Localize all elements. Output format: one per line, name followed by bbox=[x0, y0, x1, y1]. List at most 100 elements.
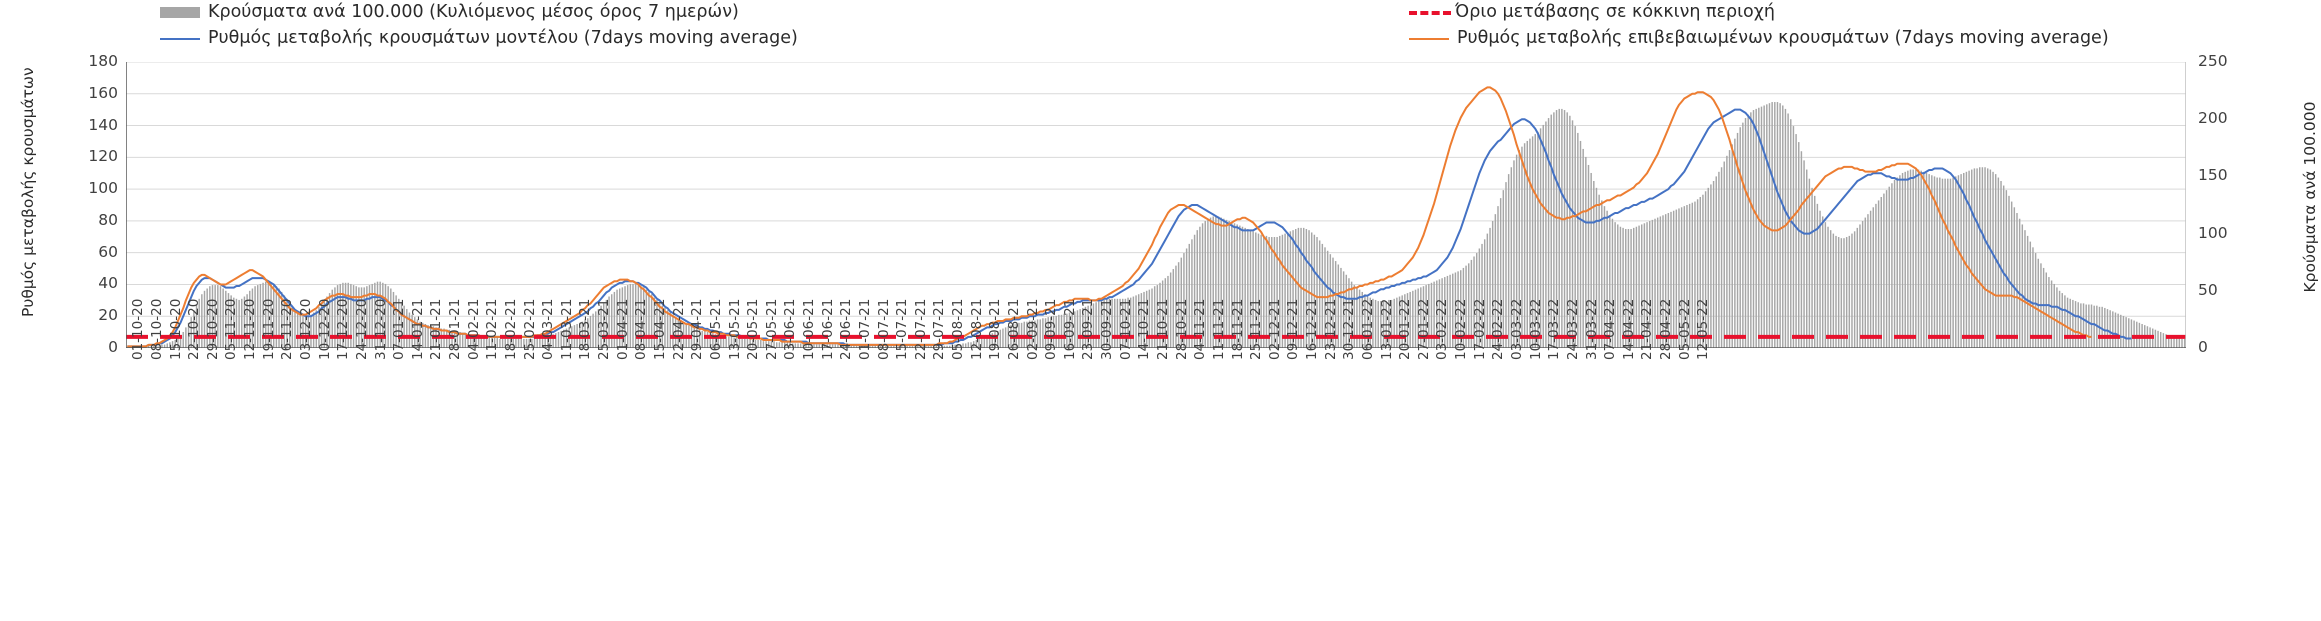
x-tick-label: 24-06-21 bbox=[838, 298, 855, 360]
x-tick-label: 07-10-21 bbox=[1117, 298, 1134, 360]
x-tick-label: 01-10-20 bbox=[130, 298, 147, 360]
x-tick-label: 15-04-21 bbox=[651, 298, 668, 360]
chart-svg bbox=[126, 62, 2186, 348]
x-tick-label: 18-03-21 bbox=[577, 298, 594, 360]
x-tick-label: 12-05-22 bbox=[1695, 298, 1712, 360]
x-tick-label: 24-12-20 bbox=[353, 298, 370, 360]
x-tick-label: 05-05-22 bbox=[1676, 298, 1693, 360]
x-tick-label: 08-07-21 bbox=[875, 298, 892, 360]
x-tick-label: 21-04-22 bbox=[1639, 298, 1656, 360]
x-tick-label: 03-03-22 bbox=[1508, 298, 1525, 360]
x-tick-label: 16-12-21 bbox=[1304, 298, 1321, 360]
x-tick-label: 25-03-21 bbox=[596, 298, 613, 360]
x-tick-label: 24-03-22 bbox=[1564, 298, 1581, 360]
x-tick-label: 01-04-21 bbox=[614, 298, 631, 360]
x-tick-label: 14-01-21 bbox=[409, 298, 426, 360]
x-tick-label: 10-12-20 bbox=[316, 298, 333, 360]
x-tick-label: 17-03-22 bbox=[1546, 298, 1563, 360]
legend-item-cases-bars[interactable]: Κρούσματα ανά 100.000 (Κυλιόμενος μέσος … bbox=[160, 3, 739, 22]
x-tick-label: 17-02-22 bbox=[1471, 298, 1488, 360]
y-axis-right-title: Κρούσματα ανά 100.000 bbox=[2301, 101, 2319, 293]
y-tick-label-right: 50 bbox=[2198, 280, 2218, 299]
x-tick-label: 11-11-21 bbox=[1210, 298, 1227, 360]
x-tick-label: 28-01-21 bbox=[447, 298, 464, 360]
y-axis-left-title: Ρυθμός μεταβολής κρουσμάτων bbox=[19, 67, 37, 317]
x-tick-label: 25-02-21 bbox=[521, 298, 538, 360]
x-tick-label: 23-09-21 bbox=[1080, 298, 1097, 360]
x-tick-label: 01-07-21 bbox=[856, 298, 873, 360]
x-tick-label: 20-01-22 bbox=[1397, 298, 1414, 360]
y-tick-label-left: 100 bbox=[88, 179, 118, 198]
x-tick-label: 11-03-21 bbox=[558, 298, 575, 360]
x-tick-label: 04-11-21 bbox=[1192, 298, 1209, 360]
legend-label: Ρυθμός μεταβολής κρουσμάτων μοντέλου (7d… bbox=[208, 28, 798, 48]
x-tick-label: 21-10-21 bbox=[1155, 298, 1171, 360]
gridlines bbox=[126, 62, 2186, 317]
x-tick-label: 12-08-21 bbox=[968, 298, 985, 360]
x-tick-label: 28-10-21 bbox=[1173, 298, 1190, 360]
x-tick-label: 02-09-21 bbox=[1024, 298, 1041, 360]
x-tick-label: 26-11-20 bbox=[279, 298, 296, 360]
x-tick-label: 07-01-21 bbox=[391, 298, 408, 360]
x-tick-label: 29-07-21 bbox=[931, 298, 948, 360]
legend-label: Όριο μετάβασης σε κόκκινη περιοχή bbox=[1455, 2, 1775, 22]
dashed-line-icon bbox=[1409, 10, 1451, 15]
chart-legend: Κρούσματα ανά 100.000 (Κυλιόμενος μέσος … bbox=[0, 0, 2321, 50]
x-tick-label: 17-06-21 bbox=[819, 298, 836, 360]
legend-item-red-threshold[interactable]: Όριο μετάβασης σε κόκκινη περιοχή bbox=[1409, 2, 1775, 22]
x-tick-label: 03-12-20 bbox=[298, 298, 314, 360]
x-tick-label: 13-01-22 bbox=[1378, 298, 1395, 360]
y-tick-label-right: 0 bbox=[2198, 338, 2208, 356]
x-tick-label: 21-01-21 bbox=[428, 298, 445, 360]
line-icon bbox=[1409, 37, 1449, 40]
x-tick-label: 13-05-21 bbox=[726, 298, 743, 360]
x-tick-label: 08-04-21 bbox=[633, 298, 650, 360]
x-tick-label: 16-09-21 bbox=[1061, 298, 1078, 360]
x-tick-label: 27-05-21 bbox=[763, 298, 780, 360]
y-tick-label-left: 60 bbox=[98, 242, 118, 261]
x-tick-label: 29-10-20 bbox=[204, 298, 221, 360]
legend-item-model-rate[interactable]: Ρυθμός μεταβολής κρουσμάτων μοντέλου (7d… bbox=[160, 28, 798, 48]
x-tick-label: 10-06-21 bbox=[801, 298, 818, 360]
x-tick-label: 04-03-21 bbox=[540, 298, 557, 360]
x-tick-label: 29-04-21 bbox=[689, 298, 706, 360]
x-tick-label: 23-12-21 bbox=[1322, 298, 1339, 360]
x-tick-label: 28-04-22 bbox=[1658, 298, 1675, 360]
y-tick-label-left: 160 bbox=[88, 83, 118, 102]
x-tick-label: 03-06-21 bbox=[782, 298, 799, 360]
x-tick-label: 09-12-21 bbox=[1285, 298, 1302, 360]
x-tick-label: 19-08-21 bbox=[987, 298, 1004, 360]
plot-area bbox=[126, 62, 2186, 348]
y-tick-label-left: 0 bbox=[108, 338, 118, 356]
x-tick-label: 06-05-21 bbox=[707, 298, 724, 360]
x-tick-label: 12-11-20 bbox=[242, 298, 259, 360]
x-tick-label: 17-12-20 bbox=[335, 298, 352, 360]
x-tick-label: 26-08-21 bbox=[1005, 298, 1022, 360]
legend-item-confirmed-rate[interactable]: Ρυθμός μεταβολής επιβεβαιωμένων κρουσμάτ… bbox=[1409, 29, 2109, 48]
x-tick-label: 19-11-20 bbox=[260, 298, 277, 360]
y-tick-label-left: 20 bbox=[98, 306, 118, 325]
x-tick-label: 05-11-20 bbox=[223, 298, 240, 360]
y-tick-label-left: 120 bbox=[88, 147, 118, 166]
x-tick-label: 22-04-21 bbox=[670, 298, 687, 360]
x-tick-label: 08-10-20 bbox=[148, 298, 165, 360]
confirmed-rate-line bbox=[127, 86, 2092, 348]
x-tick-label: 11-02-21 bbox=[484, 298, 501, 360]
x-tick-label: 10-03-22 bbox=[1527, 298, 1544, 360]
y-tick-label-right: 250 bbox=[2198, 52, 2228, 70]
x-tick-label: 09-09-21 bbox=[1043, 298, 1060, 360]
y-tick-label-left: 180 bbox=[88, 52, 118, 70]
x-tick-label: 30-12-21 bbox=[1341, 298, 1358, 360]
y-tick-label-left: 140 bbox=[88, 115, 118, 134]
y-tick-label-left: 40 bbox=[98, 274, 118, 293]
y-tick-label-right: 150 bbox=[2198, 166, 2228, 185]
x-tick-label: 24-02-22 bbox=[1490, 298, 1507, 360]
x-tick-label: 10-02-22 bbox=[1453, 298, 1470, 360]
x-tick-label: 06-01-22 bbox=[1359, 298, 1376, 360]
x-tick-label: 30-09-21 bbox=[1099, 298, 1116, 360]
bar-swatch-icon bbox=[160, 7, 200, 19]
x-tick-label: 15-07-21 bbox=[894, 298, 911, 360]
y-tick-label-left: 80 bbox=[98, 210, 118, 229]
x-tick-label: 05-08-21 bbox=[950, 298, 967, 360]
